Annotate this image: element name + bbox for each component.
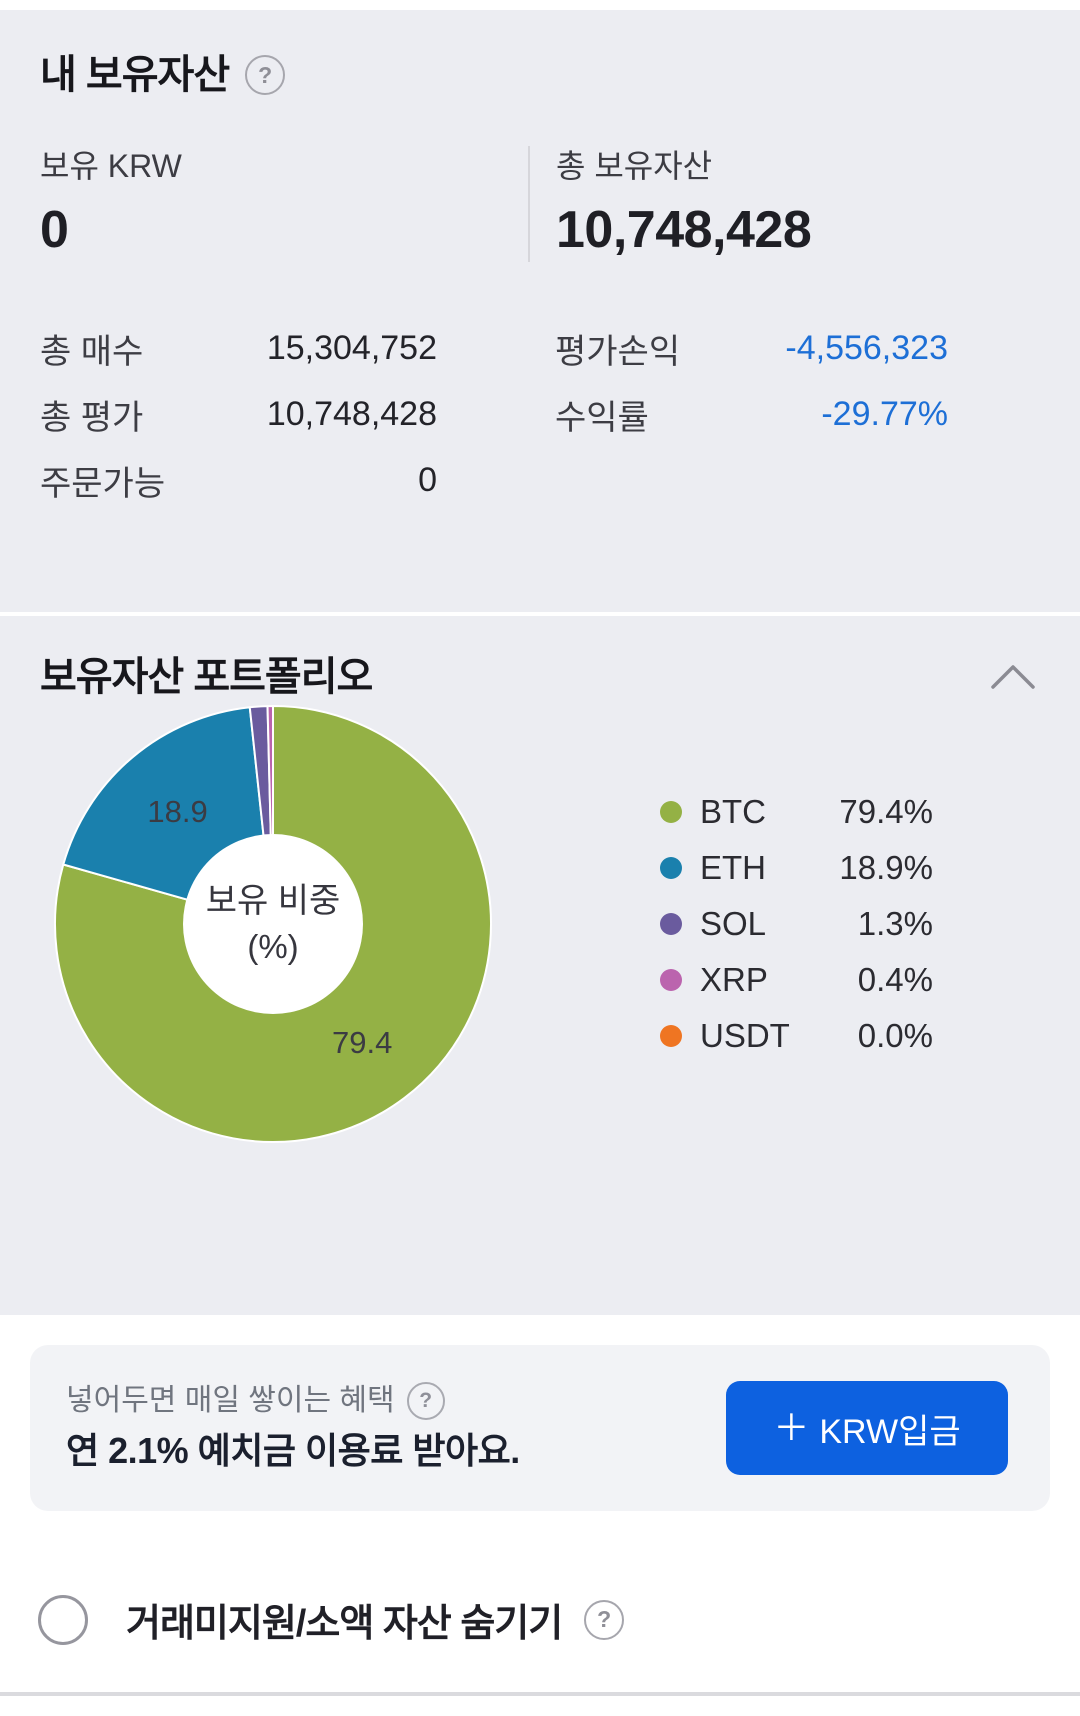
legend-percent: 0.0% xyxy=(857,1017,933,1054)
total-assets-value: 10,748,428 xyxy=(556,201,812,259)
stat-label: 평가손익 xyxy=(555,332,681,371)
stat-valuation-pl: 평가손익 -4,556,323 xyxy=(555,326,948,371)
stat-label: 수익률 xyxy=(555,398,649,437)
stat-value: 10,748,428 xyxy=(266,394,437,433)
help-icon[interactable]: ? xyxy=(245,55,286,95)
donut-hole xyxy=(183,834,363,1014)
banner-subtitle: 넣어두면 매일 쌓이는 혜택 xyxy=(66,1384,395,1417)
held-krw-label: 보유 KRW xyxy=(40,148,182,184)
krw-deposit-button[interactable]: ＋ KRW입금 xyxy=(726,1381,1008,1475)
donut-center-label: 보유 비중 xyxy=(206,882,341,920)
stat-total-buy: 총 매수 15,304,752 xyxy=(40,326,437,371)
legend-percent: 0.4% xyxy=(857,961,933,998)
hide-assets-help-icon[interactable]: ? xyxy=(584,1599,625,1640)
deposit-button-label: KRW입금 xyxy=(819,1412,961,1451)
plus-icon: ＋ xyxy=(773,1407,810,1448)
legend-symbol: BTC xyxy=(700,793,766,830)
vertical-divider xyxy=(528,146,530,262)
deposit-benefit-banner: 넣어두면 매일 쌓이는 혜택 ? 연 2.1% 예치금 이용료 받아요. ＋ K… xyxy=(30,1345,1050,1511)
portfolio-legend: BTC 79.4% ETH 18.9% SOL 1.3% XRP 0.4% US… xyxy=(660,792,933,1072)
hide-assets-checkbox[interactable] xyxy=(38,1594,88,1645)
chevron-up-icon[interactable] xyxy=(990,663,1036,691)
stat-value: 0 xyxy=(418,460,437,499)
hide-assets-label: 거래미지원/소액 자산 숨기기 xyxy=(126,1603,563,1645)
legend-percent: 79.4% xyxy=(839,793,933,830)
banner-title: 연 2.1% 예치금 이용료 받아요. xyxy=(66,1430,520,1471)
stat-label: 총 평가 xyxy=(40,398,144,437)
portfolio-donut-chart: 79.4 18.9 보유 비중 (%) xyxy=(54,705,493,1143)
stat-value: 15,304,752 xyxy=(266,328,437,367)
stat-rate-of-return: 수익률 -29.77% xyxy=(555,392,948,437)
stat-value-negative: -29.77% xyxy=(821,394,948,433)
total-assets-label: 총 보유자산 xyxy=(556,148,713,184)
held-krw-value: 0 xyxy=(40,201,69,259)
bottom-divider xyxy=(0,1692,1080,1696)
portfolio-panel: 보유자산 포트폴리오 79.4 18.9 보유 비중 (%) BTC 79.4% ET… xyxy=(0,616,1080,1315)
legend-item-xrp: XRP 0.4% xyxy=(660,960,933,1000)
legend-item-usdt: USDT 0.0% xyxy=(660,1016,933,1056)
legend-symbol: XRP xyxy=(700,961,768,998)
legend-dot-xrp xyxy=(660,969,682,991)
donut-center-label: (%) xyxy=(247,928,298,965)
banner-help-icon[interactable]: ? xyxy=(406,1382,445,1420)
stat-orderable: 주문가능 0 xyxy=(40,458,437,503)
pie-slice-label: 18.9 xyxy=(147,794,207,829)
legend-item-sol: SOL 1.3% xyxy=(660,904,933,944)
portfolio-chart-area: 79.4 18.9 보유 비중 (%) BTC 79.4% ETH 18.9% SOL… xyxy=(40,702,1040,1148)
legend-percent: 18.9% xyxy=(839,849,933,886)
legend-percent: 1.3% xyxy=(857,905,933,942)
pie-slice-label: 79.4 xyxy=(332,1025,392,1060)
legend-symbol: SOL xyxy=(700,905,767,942)
hide-assets-row[interactable]: 거래미지원/소액 자산 숨기기 ? xyxy=(38,1592,625,1647)
legend-item-eth: ETH 18.9% xyxy=(660,848,933,888)
portfolio-title: 보유자산 포트폴리오 xyxy=(40,655,373,699)
legend-dot-btc xyxy=(660,801,682,823)
stat-value-negative: -4,556,323 xyxy=(785,328,948,367)
legend-symbol: USDT xyxy=(700,1017,790,1054)
legend-symbol: ETH xyxy=(700,849,766,886)
legend-dot-sol xyxy=(660,913,682,935)
legend-dot-usdt xyxy=(660,1025,682,1047)
stat-label: 총 매수 xyxy=(40,332,144,371)
legend-dot-eth xyxy=(660,857,682,879)
page-title: 내 보유자산 xyxy=(40,53,230,97)
legend-item-btc: BTC 79.4% xyxy=(660,792,933,832)
assets-summary-panel: 내 보유자산 ? 보유 KRW 0 총 보유자산 10,748,428 총 매수… xyxy=(0,10,1080,612)
stat-total-valuation: 총 평가 10,748,428 xyxy=(40,392,437,437)
stat-label: 주문가능 xyxy=(40,464,166,503)
